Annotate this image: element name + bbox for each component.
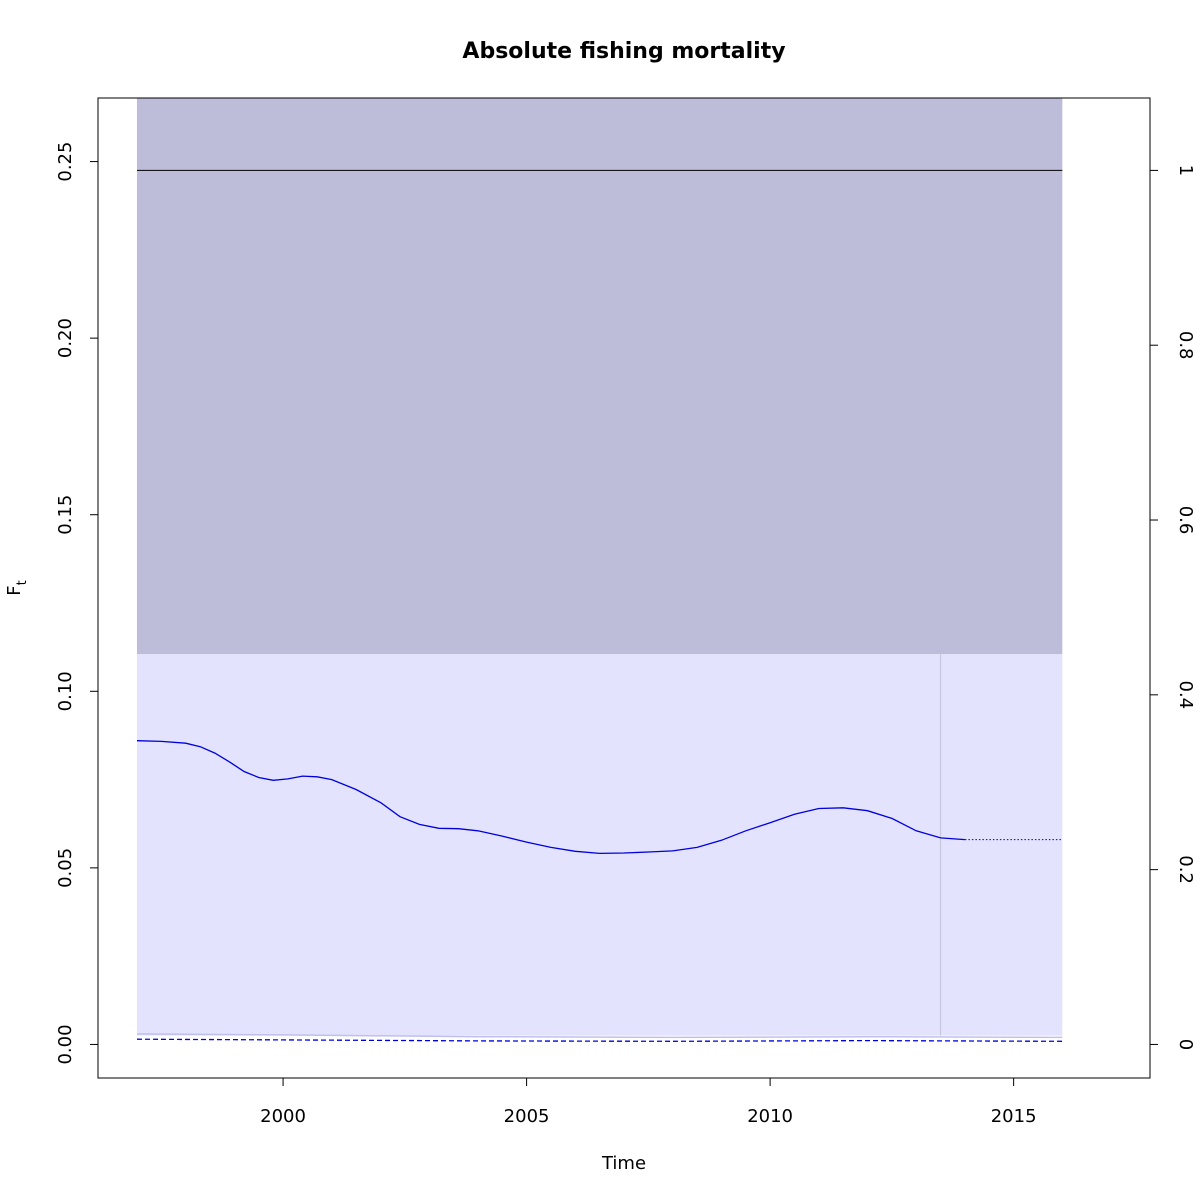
y-axis-left: 0.00 0.05 0.10 0.15 0.20 0.25	[55, 142, 98, 1065]
series-line-dashed	[136, 1038, 1063, 1042]
x-tick-label: 2000	[260, 1106, 306, 1127]
lower-band	[136, 654, 1063, 1036]
y2-tick-label: 0.4	[1175, 680, 1196, 709]
y-axis-label-main: F	[4, 585, 25, 595]
series-line-solid	[136, 740, 965, 855]
chart-title: Absolute fishing mortality	[462, 39, 785, 64]
y-axis-right: 0 0.2 0.4 0.6 0.8 1	[1150, 165, 1196, 1050]
plot-frame	[97, 97, 1151, 1079]
y2-tick-label: 0.2	[1175, 855, 1196, 884]
y-tick-label: 0.25	[55, 142, 76, 182]
upper-band	[136, 98, 1063, 655]
y-tick-label: 0.05	[55, 848, 76, 888]
y-axis-label-subscript: t	[15, 580, 30, 585]
x-axis: 2000 2005 2010 2015	[260, 1078, 1037, 1127]
x-tick-label: 2005	[504, 1106, 550, 1127]
reference-lines	[136, 169, 1063, 1036]
series-line-ci	[136, 1033, 1063, 1039]
y-axis-label: Ft	[4, 580, 30, 595]
y-tick-label: 0.00	[55, 1024, 76, 1064]
y-tick-label: 0.15	[55, 495, 76, 535]
y2-tick-label: 1	[1175, 165, 1196, 176]
y-tick-label: 0.20	[55, 318, 76, 358]
y2-tick-label: 0	[1175, 1039, 1196, 1050]
x-tick-label: 2010	[747, 1106, 793, 1127]
y2-tick-label: 0.8	[1175, 331, 1196, 360]
y-tick-label: 0.10	[55, 671, 76, 711]
series-lines	[136, 740, 1063, 1042]
background-bands	[136, 98, 1063, 1036]
x-axis-label: Time	[601, 1153, 646, 1174]
x-tick-label: 2015	[991, 1106, 1037, 1127]
y2-tick-label: 0.6	[1175, 506, 1196, 535]
